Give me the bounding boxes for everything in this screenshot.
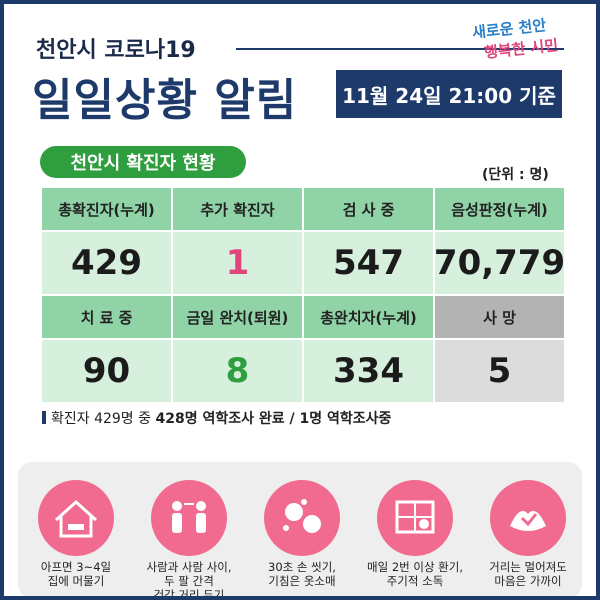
table-value: 547 xyxy=(304,232,433,294)
tip: 거리는 멀어져도 마음은 가까이 xyxy=(472,478,584,588)
unit: (단위 : 명) xyxy=(482,167,549,183)
table-header: 치 료 중 xyxy=(42,296,171,338)
table-value: 1 xyxy=(173,232,302,294)
table-value: 90 xyxy=(42,340,171,402)
note-text: 확진자 429명 중 xyxy=(51,411,152,427)
tip-caption: 아프면 3~4일 xyxy=(40,560,112,574)
title: 천안시 코로나19 xyxy=(36,38,196,63)
date-badge: 11월 24일 21:00 기준 xyxy=(336,70,562,118)
table-header: 금일 완치(퇴원) xyxy=(173,296,302,338)
tip: 매일 2번 이상 환기, 주기적 소독 xyxy=(359,478,471,588)
tip-icon xyxy=(38,480,114,556)
tip-caption: 매일 2번 이상 환기, xyxy=(367,560,463,574)
tip-caption: 거리는 멀어져도 xyxy=(489,560,567,574)
table-header: 검 사 중 xyxy=(304,188,433,230)
table-header: 사 망 xyxy=(435,296,564,338)
note: 확진자 429명 중 428명 역학조사 완료 / 1명 역학조사중 xyxy=(42,408,391,428)
note-bold: 428명 역학조사 완료 / 1명 역학조사중 xyxy=(155,411,392,427)
table-header: 총확진자(누계) xyxy=(42,188,171,230)
tip-caption: 30초 손 씻기, xyxy=(268,560,336,574)
table-header: 음성판정(누계) xyxy=(435,188,564,230)
tip-caption: 집에 머물기 xyxy=(47,574,105,588)
rule xyxy=(236,48,564,50)
tip-icon xyxy=(490,480,566,556)
tip-icon xyxy=(151,480,227,556)
table-value: 70,779 xyxy=(434,232,565,294)
tip-caption: 사람과 사람 사이, xyxy=(146,560,232,574)
headline: 일일상황 알림 xyxy=(32,75,298,126)
section-label: 천안시 확진자 현황 xyxy=(40,146,246,178)
tip-caption: 건강 거리 두기 xyxy=(153,588,225,600)
tip: 아프면 3~4일 집에 머물기 xyxy=(20,478,132,588)
tip: 30초 손 씻기, 기침은 옷소매 xyxy=(246,478,358,588)
tip-icon xyxy=(377,480,453,556)
table-value: 5 xyxy=(435,340,564,402)
table-value: 8 xyxy=(173,340,302,402)
tip-caption: 마음은 가까이 xyxy=(494,574,562,588)
tip-caption: 두 팔 간격 xyxy=(164,574,214,588)
table-header: 추가 확진자 xyxy=(173,188,302,230)
tip-icon xyxy=(264,480,340,556)
table-header: 총완치자(누계) xyxy=(304,296,433,338)
table-value: 334 xyxy=(304,340,433,402)
tip: 사람과 사람 사이, 두 팔 간격 건강 거리 두기 xyxy=(133,478,245,600)
table-value: 429 xyxy=(42,232,171,294)
tip-caption: 주기적 소독 xyxy=(386,574,444,588)
tip-caption: 기침은 옷소매 xyxy=(268,574,336,588)
